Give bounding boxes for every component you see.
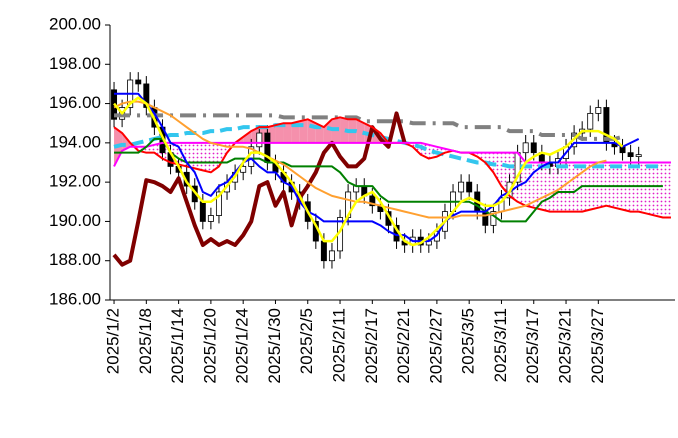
- cloud-segment: [566, 162, 575, 212]
- candle-body: [369, 195, 376, 207]
- candle-body: [215, 191, 222, 216]
- y-tick-label: 200.00: [49, 14, 101, 33]
- x-tick-label: 2025/2/11: [330, 308, 349, 382]
- x-tick-label: 2025/3/5: [459, 308, 478, 374]
- series-line: [112, 111, 407, 267]
- candle-body: [199, 201, 206, 222]
- x-tick-label: 2025/3/11: [491, 308, 510, 382]
- cloud-segment: [541, 162, 550, 212]
- x-tick-label: 2025/1/30: [265, 308, 284, 384]
- candle-body: [587, 112, 594, 130]
- x-tick-label: 2025/2/27: [426, 308, 445, 384]
- series-line: [113, 96, 624, 247]
- x-tick-label: 2025/1/8: [136, 308, 155, 374]
- cloud-segment: [218, 142, 228, 167]
- candle-body: [635, 154, 642, 158]
- y-tick-label: 192.00: [49, 172, 101, 191]
- cloud-segment: [323, 119, 332, 143]
- line-layer: [112, 92, 671, 267]
- candle-body: [256, 132, 263, 148]
- candle-body: [530, 142, 537, 154]
- x-tick-label: 2025/2/5: [297, 308, 316, 374]
- x-tick-label: 2025/3/27: [588, 308, 607, 384]
- series-line: [114, 92, 640, 243]
- candle-body: [207, 215, 214, 222]
- cloud-segment: [243, 131, 252, 143]
- candle-body: [328, 250, 335, 262]
- x-tick-label: 2025/1/2: [104, 308, 123, 374]
- y-tick-label: 190.00: [49, 211, 101, 230]
- cloud-segment: [638, 162, 647, 214]
- y-tick-label: 194.00: [49, 132, 101, 151]
- x-tick-label: 2025/2/17: [362, 308, 381, 384]
- series-line: [113, 141, 671, 167]
- y-tick-label: 188.00: [49, 250, 101, 269]
- cloud-segment: [299, 119, 308, 143]
- cloud-segment: [202, 142, 211, 173]
- cloud-segment: [549, 162, 558, 212]
- y-tick-label: 198.00: [49, 54, 101, 73]
- x-tick-label: 2025/2/21: [394, 308, 413, 384]
- candle-body: [466, 181, 473, 193]
- cloud-segment: [646, 162, 655, 216]
- axes-layer: 186.00 188.00 190.00 192.00 194.00 196.00 198.…: [49, 14, 675, 384]
- cloud-segment: [275, 123, 284, 143]
- y-tick-label: 196.00: [49, 93, 101, 112]
- cloud-segment: [662, 162, 671, 218]
- x-tick-label: 2025/1/20: [200, 308, 219, 384]
- cloud-segment: [340, 117, 349, 143]
- cloud-segment: [283, 123, 292, 143]
- y-tick-label: 186.00: [49, 289, 101, 308]
- cloud-segment: [356, 119, 365, 143]
- candle-body: [522, 142, 529, 154]
- cloud-segment: [194, 142, 203, 171]
- x-tick-label: 2025/1/24: [233, 308, 252, 384]
- cloud-segment: [493, 152, 502, 187]
- series-line: [114, 137, 663, 223]
- candle-body: [135, 79, 142, 85]
- candle-body: [627, 152, 634, 158]
- cloud-segment: [525, 162, 534, 208]
- series-line: [113, 100, 607, 219]
- candle-body: [482, 211, 489, 226]
- x-tick-label: 2025/3/17: [523, 308, 542, 384]
- x-tick-label: 2025/1/14: [168, 308, 187, 384]
- candle-body: [240, 166, 247, 173]
- candle-body: [320, 240, 327, 262]
- series-line: [114, 113, 624, 141]
- candle-body: [143, 83, 150, 108]
- x-tick-label: 2025/3/21: [556, 308, 575, 384]
- candle-body: [595, 107, 602, 114]
- cloud-segment: [210, 142, 219, 173]
- candle-body: [458, 181, 465, 193]
- cloud-segment: [654, 162, 663, 218]
